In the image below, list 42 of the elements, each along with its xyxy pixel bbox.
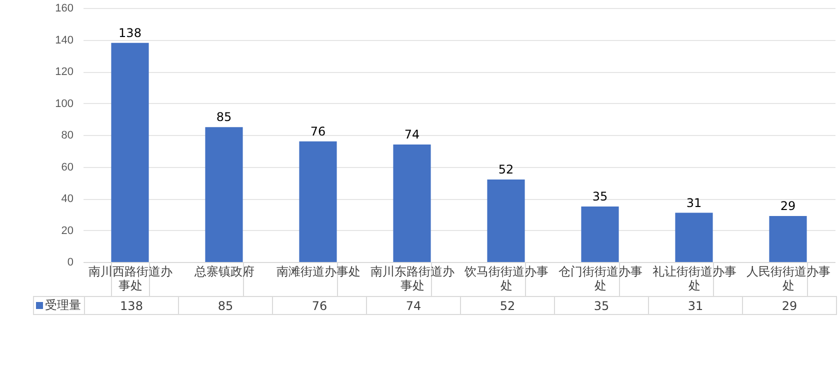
data-label: 85	[178, 296, 272, 314]
text: 31	[686, 196, 702, 210]
y-tick-label: 60	[61, 161, 74, 174]
y-tick-label: 40	[61, 193, 74, 205]
bar	[393, 144, 431, 262]
y-tick-label: 100	[55, 98, 74, 110]
bar	[205, 127, 243, 262]
y-tick-label: 140	[55, 34, 74, 46]
y-tick-label: 160	[55, 2, 74, 14]
y-tick-label: 120	[55, 66, 74, 78]
text: 35	[592, 189, 608, 204]
text: 76	[310, 124, 326, 138]
data-label: 35	[554, 296, 648, 314]
legend-label: 受理量	[34, 296, 84, 314]
bar	[581, 206, 619, 262]
text: 29	[780, 198, 796, 213]
y-tick-label: 80	[61, 130, 74, 142]
data-label: 76	[272, 296, 366, 314]
x-tick-label: 南川东路街道办事处	[370, 264, 454, 292]
text: 85	[216, 110, 232, 124]
x-tick-label: 礼让街街道办事处	[652, 264, 736, 292]
data-label: 31	[648, 296, 742, 314]
text: 52	[498, 162, 514, 176]
x-tick-label: 总寨镇政府	[194, 264, 254, 278]
data-label: 74	[366, 296, 460, 314]
bar	[299, 141, 337, 262]
bar	[111, 42, 149, 262]
x-tick-label: 饮马街街道办事处	[464, 264, 548, 292]
x-tick-label: 南滩街道办事处	[276, 264, 360, 278]
x-tick-label: 仓门街街道办事处	[558, 264, 642, 292]
y-tick-label: 0	[67, 256, 74, 268]
data-label: 29	[742, 296, 836, 314]
x-tick-label: 南川西路街道办事处	[88, 264, 172, 292]
x-tick-label: 人民街街道办事处	[746, 264, 830, 292]
bar	[487, 179, 525, 262]
bar	[769, 216, 807, 262]
y-tick-label: 20	[61, 224, 74, 237]
bar	[675, 212, 713, 262]
text: 138	[118, 26, 142, 40]
data-label: 138	[84, 296, 178, 314]
text: 74	[404, 128, 420, 142]
data-label: 52	[460, 296, 554, 314]
